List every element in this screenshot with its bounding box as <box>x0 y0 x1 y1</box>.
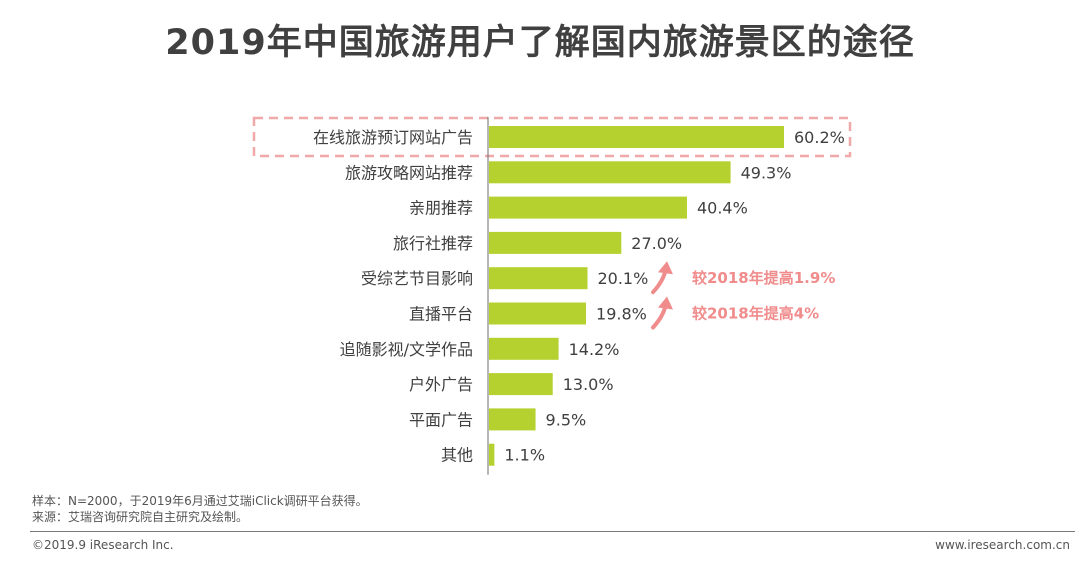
value-label-8: 9.5% <box>546 410 587 429</box>
source-note: 来源：艾瑞咨询研究院自主研究及绘制。 <box>32 510 249 524</box>
bar-4 <box>489 267 588 290</box>
page-title: 2019年中国旅游用户了解国内旅游景区的途径 <box>165 23 915 63</box>
bar-6 <box>489 337 559 360</box>
bar-0 <box>489 126 784 148</box>
copyright: ©2019.9 iResearch Inc. <box>32 538 174 552</box>
category-label-4: 受综艺节目影响 <box>361 269 473 288</box>
sample-note: 样本：N=2000，于2019年6月通过艾瑞iClick调研平台获得。 <box>32 494 368 508</box>
value-label-4: 20.1% <box>597 269 648 288</box>
category-label-3: 旅行社推荐 <box>393 234 473 253</box>
value-label-5: 19.8% <box>596 305 647 324</box>
website-link[interactable]: www.iresearch.com.cn <box>935 538 1070 552</box>
category-label-5: 直播平台 <box>409 305 473 324</box>
value-label-0: 60.2% <box>794 128 845 147</box>
footer-divider <box>30 531 1075 532</box>
value-label-2: 40.4% <box>697 199 748 218</box>
value-label-9: 1.1% <box>504 446 545 465</box>
highlight-box <box>252 116 852 158</box>
annotation-text-1: 较2018年提高4% <box>692 305 819 323</box>
bar-2 <box>489 196 687 219</box>
category-label-9: 其他 <box>441 446 473 465</box>
value-label-6: 14.2% <box>569 340 620 359</box>
category-label-2: 亲朋推荐 <box>409 199 473 218</box>
annotation-text-0: 较2018年提高1.9% <box>692 269 835 287</box>
category-label-1: 旅游攻略网站推荐 <box>345 163 473 182</box>
bar-9 <box>489 443 495 466</box>
bar-8 <box>489 408 536 431</box>
bar-7 <box>489 373 553 396</box>
bar-chart: 在线旅游预订网站广告 60.2% 旅游攻略网站推荐 49.3% 亲朋推荐 40.4% 旅行社… <box>252 116 852 475</box>
value-label-3: 27.0% <box>631 234 682 253</box>
value-label-7: 13.0% <box>563 375 614 394</box>
value-label-1: 49.3% <box>741 163 792 182</box>
up-arrow-icon <box>651 296 673 330</box>
category-label-6: 追随影视/文学作品 <box>340 340 473 359</box>
bar-3 <box>489 231 622 254</box>
category-label-7: 户外广告 <box>409 375 473 394</box>
bar-1 <box>489 161 731 184</box>
category-label-8: 平面广告 <box>409 410 473 429</box>
up-arrow-icon <box>651 261 673 295</box>
bar-5 <box>489 302 587 325</box>
category-label-0: 在线旅游预订网站广告 <box>313 128 473 147</box>
